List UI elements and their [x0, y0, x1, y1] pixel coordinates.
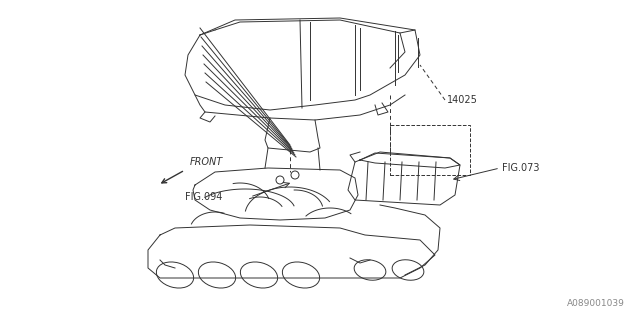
Text: A089001039: A089001039 — [567, 299, 625, 308]
Text: 14025: 14025 — [447, 95, 478, 105]
Text: FIG.073: FIG.073 — [502, 163, 540, 173]
Bar — [390, 125, 470, 175]
Text: FIG.094: FIG.094 — [185, 192, 222, 202]
Text: FRONT: FRONT — [190, 157, 223, 167]
